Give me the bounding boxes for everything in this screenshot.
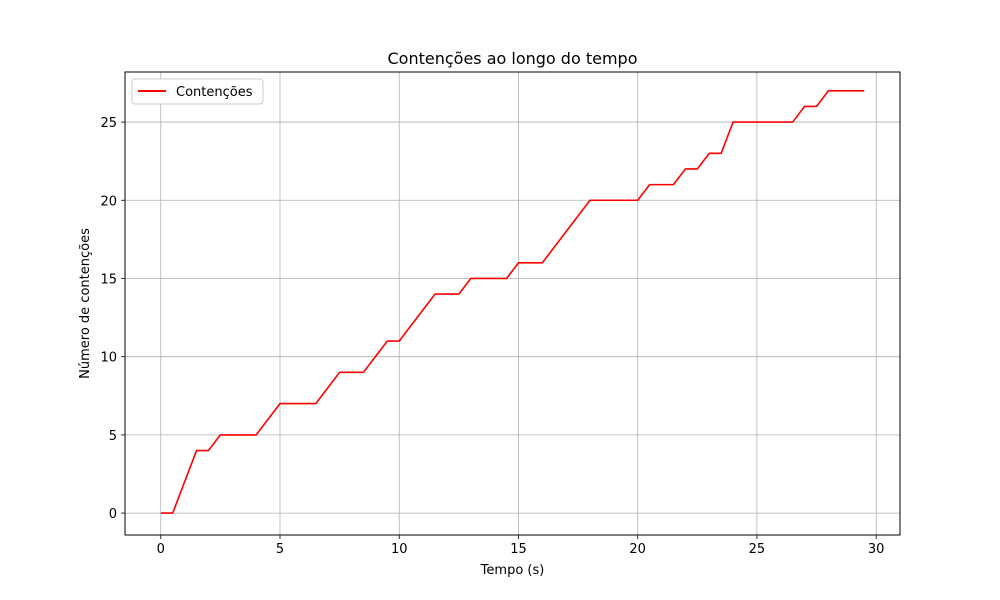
y-axis-label: Número de contenções	[78, 228, 93, 379]
y-tick-label: 20	[100, 194, 117, 209]
y-tick-label: 5	[109, 429, 117, 444]
chart-title: Contenções ao longo do tempo	[388, 49, 638, 68]
x-tick-label: 20	[629, 542, 646, 557]
x-tick-label: 25	[749, 542, 766, 557]
legend-box	[131, 78, 264, 105]
plot-area	[125, 72, 900, 535]
y-tick-label: 10	[100, 351, 117, 366]
y-tick-label: 25	[100, 116, 117, 131]
series-layer	[160, 89, 865, 514]
legend-label: Contenções	[176, 85, 253, 100]
plot-frame	[124, 71, 901, 536]
x-tick-label: 0	[157, 542, 165, 557]
y-tick-label: 0	[109, 507, 117, 522]
x-tick-label: 30	[868, 542, 885, 557]
legend: Contenções	[131, 78, 264, 105]
x-tick-label: 10	[391, 542, 408, 557]
x-tick-label: 5	[276, 542, 284, 557]
series-line-contencoes	[160, 89, 865, 514]
y-tick-label: 15	[100, 272, 117, 287]
x-tick-label: 15	[510, 542, 527, 557]
x-axis-label: Tempo (s)	[480, 563, 545, 578]
ticks: 0 5 10 15 20 25 30 0 5 10 15 20 25	[100, 116, 884, 557]
